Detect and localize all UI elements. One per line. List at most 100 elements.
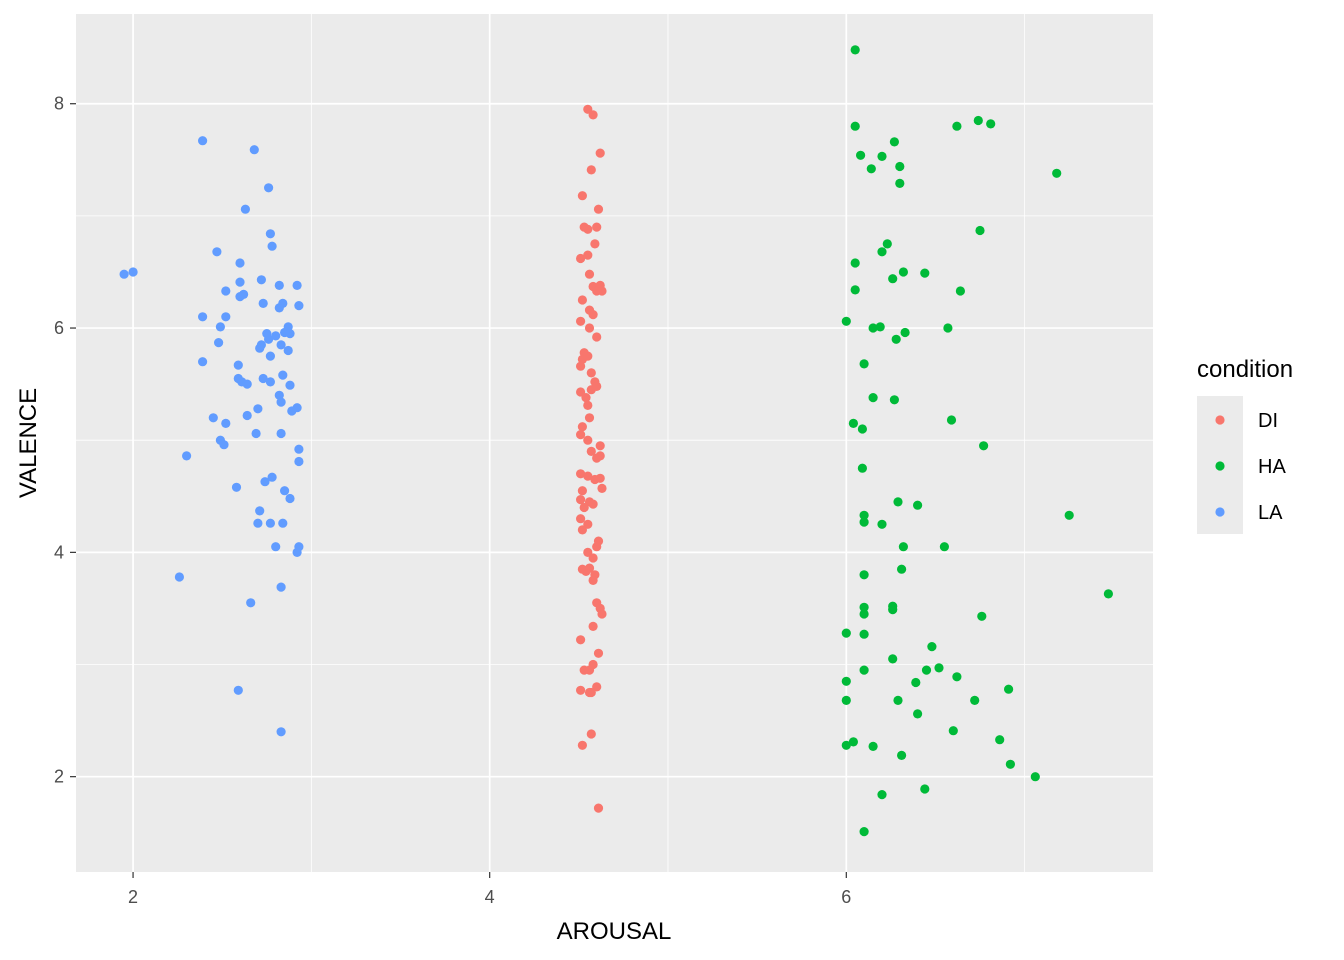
data-point [285, 380, 295, 390]
data-point [841, 316, 851, 326]
data-point [294, 444, 304, 454]
data-point [595, 473, 605, 483]
data-point [868, 393, 878, 403]
data-point [857, 463, 868, 473]
data-point [952, 121, 962, 131]
data-point [251, 428, 261, 439]
data-point [979, 441, 989, 451]
data-point [233, 685, 243, 695]
series-ha [841, 45, 1113, 837]
data-point [595, 148, 605, 158]
data-point [1005, 759, 1016, 769]
legend-label-ha: HA [1258, 456, 1286, 478]
x-axis-title: AROUSAL [557, 918, 672, 945]
data-point [283, 345, 293, 356]
data-point [875, 322, 885, 332]
data-point [274, 280, 284, 290]
x-tick-label: 2 [128, 887, 138, 907]
data-point [593, 803, 604, 813]
data-point [934, 663, 944, 673]
data-point [271, 331, 281, 341]
y-tick-label: 4 [54, 542, 64, 562]
data-point [576, 469, 586, 479]
data-point [285, 493, 295, 504]
data-point [913, 500, 923, 510]
legend-label-la: LA [1258, 502, 1283, 524]
data-point [977, 611, 987, 621]
data-point [946, 415, 957, 425]
data-point [859, 510, 869, 520]
data-point [895, 161, 905, 172]
data-point [841, 740, 851, 750]
y-tick-label: 2 [54, 767, 64, 787]
data-point [850, 121, 860, 131]
data-point [586, 165, 596, 175]
data-point [586, 446, 596, 456]
data-point [265, 518, 275, 528]
data-point [889, 137, 900, 147]
data-point [278, 370, 288, 380]
series-la [119, 136, 304, 737]
data-point [891, 334, 901, 344]
data-point [581, 393, 591, 403]
data-point [856, 150, 866, 160]
data-point [276, 582, 286, 592]
x-tick-label: 4 [485, 887, 495, 907]
data-point [859, 570, 869, 580]
x-tick-label: 6 [841, 887, 851, 907]
data-point [198, 357, 208, 367]
data-point [920, 784, 930, 794]
data-point [877, 790, 887, 800]
data-point [857, 424, 868, 434]
data-point [592, 332, 602, 342]
data-point [235, 292, 245, 302]
data-point [231, 482, 242, 492]
legend-title: condition [1197, 356, 1293, 383]
data-point [584, 413, 595, 423]
data-point [584, 563, 595, 573]
data-point [586, 368, 596, 378]
data-point [888, 654, 898, 664]
data-point [889, 395, 900, 405]
data-point [1052, 168, 1062, 178]
data-point [128, 267, 138, 277]
data-point [233, 360, 243, 370]
major-gridlines [76, 14, 1153, 872]
data-point [995, 735, 1005, 745]
data-point [597, 609, 607, 619]
data-point [893, 695, 903, 706]
data-point [893, 497, 903, 507]
data-point [588, 110, 598, 120]
data-point [274, 303, 284, 313]
data-point [584, 269, 595, 279]
data-point [859, 359, 869, 369]
data-point [593, 204, 604, 214]
data-point [577, 295, 588, 305]
data-point [911, 677, 921, 688]
data-point [276, 397, 286, 407]
data-point [253, 518, 263, 528]
data-point [593, 648, 604, 658]
data-point [841, 676, 851, 686]
data-point [948, 726, 958, 736]
data-point [260, 477, 270, 487]
data-point [576, 635, 586, 645]
data-point [848, 737, 859, 747]
data-point [576, 316, 586, 326]
data-point [294, 301, 304, 311]
legend-key-la [1215, 507, 1225, 517]
data-point [868, 323, 878, 333]
data-point [221, 418, 231, 428]
data-point [586, 385, 596, 395]
data-point [576, 430, 586, 440]
data-point [214, 338, 224, 348]
y-tick-labels: 2 4 6 8 [54, 94, 64, 787]
data-point [292, 280, 302, 290]
legend: condition DI HA LA [1197, 356, 1293, 534]
data-point [859, 629, 869, 639]
data-point [577, 525, 588, 535]
data-point [1004, 684, 1014, 694]
data-point [242, 410, 252, 421]
data-point [1064, 510, 1074, 520]
data-point [577, 191, 588, 201]
